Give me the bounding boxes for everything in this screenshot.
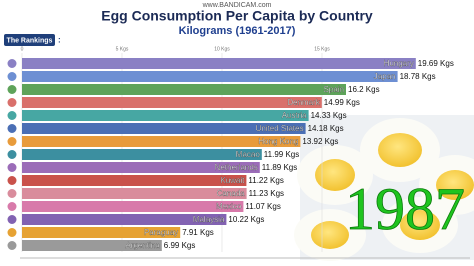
category-label: Argentina bbox=[126, 241, 161, 250]
flag-icon bbox=[6, 84, 18, 95]
flag-icon bbox=[6, 188, 18, 199]
chart-title: Egg Consumption Per Capita by Country bbox=[101, 8, 373, 24]
value-label: 14.18 Kgs bbox=[308, 124, 344, 133]
flag-icon bbox=[6, 175, 18, 186]
value-label: 14.33 Kgs bbox=[311, 111, 347, 120]
x-tick-label: 5 Kgs bbox=[116, 46, 129, 52]
x-tick-label: 15 Kgs bbox=[314, 46, 330, 52]
year-annotation: 1987 bbox=[345, 176, 465, 242]
bar bbox=[22, 136, 301, 147]
category-label: Netherlands bbox=[215, 163, 258, 172]
bar bbox=[22, 71, 398, 82]
category-label: Austria bbox=[282, 111, 307, 120]
flag-icon bbox=[6, 58, 18, 69]
chart-subtitle: Kilograms (1961-2017) bbox=[179, 25, 296, 37]
bar bbox=[22, 214, 227, 225]
bar bbox=[22, 201, 244, 212]
flag-icon bbox=[6, 201, 18, 212]
category-label: Macao bbox=[236, 150, 261, 159]
value-label: 7.91 Kgs bbox=[182, 228, 214, 237]
value-label: 14.99 Kgs bbox=[324, 98, 360, 107]
category-label: United States bbox=[256, 124, 304, 133]
legend-label: The Rankings bbox=[7, 37, 53, 44]
category-label: Hong Kong bbox=[258, 137, 298, 146]
bar bbox=[22, 240, 162, 251]
category-label: Denmark bbox=[287, 98, 320, 107]
category-label: Spain bbox=[324, 85, 344, 94]
bar bbox=[22, 97, 322, 108]
legend-separator: : bbox=[58, 36, 61, 45]
bar bbox=[22, 227, 181, 238]
watermark: www.BANDICAM.com bbox=[202, 2, 272, 9]
flag-icon bbox=[6, 110, 18, 121]
legend-box bbox=[4, 34, 55, 46]
bar bbox=[22, 188, 247, 199]
bar bbox=[22, 162, 260, 173]
flag-icon bbox=[6, 97, 18, 108]
value-label: 11.99 Kgs bbox=[264, 150, 299, 159]
flag-icon bbox=[6, 123, 18, 134]
value-label: 19.69 Kgs bbox=[418, 59, 454, 68]
value-label: 10.22 Kgs bbox=[228, 215, 264, 224]
category-label: Japan bbox=[374, 72, 396, 81]
flag-icon bbox=[6, 240, 18, 251]
bar bbox=[22, 123, 306, 134]
value-label: 18.78 Kgs bbox=[400, 72, 436, 81]
value-label: 13.92 Kgs bbox=[302, 137, 338, 146]
category-label: Paraguay bbox=[144, 228, 178, 237]
value-label: 16.2 Kgs bbox=[348, 85, 380, 94]
category-label: Mexico bbox=[216, 202, 242, 211]
value-label: 6.99 Kgs bbox=[164, 241, 196, 250]
value-label: 11.22 Kgs bbox=[248, 176, 283, 185]
flag-icon bbox=[6, 149, 18, 160]
category-label: Canada bbox=[217, 189, 246, 198]
value-label: 11.89 Kgs bbox=[262, 163, 297, 172]
flag-icon bbox=[6, 71, 18, 82]
bar bbox=[22, 110, 309, 121]
flag-icon bbox=[6, 214, 18, 225]
category-label: Malaysia bbox=[193, 215, 225, 224]
egg-background bbox=[294, 115, 474, 261]
value-label: 11.23 Kgs bbox=[249, 189, 284, 198]
x-tick-label: 10 Kgs bbox=[214, 46, 230, 52]
category-label: Kuwait bbox=[220, 176, 245, 185]
bar bbox=[22, 149, 262, 160]
bar bbox=[22, 84, 346, 95]
value-label: 11.07 Kgs bbox=[245, 202, 280, 211]
flag-icon bbox=[6, 162, 18, 173]
x-tick-label: 0 bbox=[21, 46, 24, 52]
flag-icon bbox=[6, 136, 18, 147]
flag-icon bbox=[6, 227, 18, 238]
bar bbox=[22, 58, 416, 69]
bar bbox=[22, 175, 247, 186]
category-label: Hungary bbox=[384, 59, 414, 68]
